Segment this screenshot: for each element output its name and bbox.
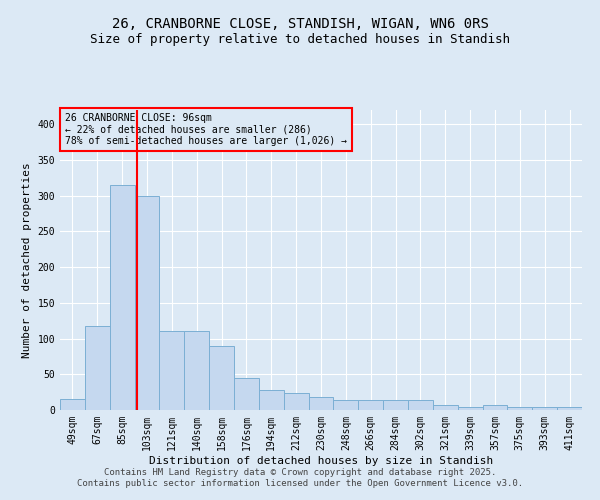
Bar (259, 390, 284, 410)
Bar (284, 393, 308, 410)
Text: Contains HM Land Registry data © Crown copyright and database right 2025.
Contai: Contains HM Land Registry data © Crown c… (77, 468, 523, 487)
Bar (184, 332, 209, 410)
Bar (308, 397, 334, 410)
Bar (60, 400, 85, 410)
Bar (85, 326, 110, 410)
Bar (383, 400, 408, 410)
Text: Size of property relative to detached houses in Standish: Size of property relative to detached ho… (90, 32, 510, 46)
Bar (358, 400, 383, 410)
Bar (557, 407, 582, 410)
Y-axis label: Number of detached properties: Number of detached properties (22, 162, 32, 358)
Bar (334, 400, 358, 410)
Bar (160, 332, 184, 410)
Bar (532, 407, 557, 410)
Bar (433, 405, 458, 410)
X-axis label: Distribution of detached houses by size in Standish: Distribution of detached houses by size … (149, 456, 493, 466)
Bar (408, 400, 433, 410)
Bar (134, 196, 160, 410)
Bar (209, 346, 234, 410)
Bar (234, 378, 259, 410)
Text: 26, CRANBORNE CLOSE, STANDISH, WIGAN, WN6 0RS: 26, CRANBORNE CLOSE, STANDISH, WIGAN, WN… (112, 18, 488, 32)
Bar (458, 407, 482, 410)
Bar (110, 185, 134, 410)
Bar (482, 405, 508, 410)
Bar (508, 407, 532, 410)
Text: 26 CRANBORNE CLOSE: 96sqm
← 22% of detached houses are smaller (286)
78% of semi: 26 CRANBORNE CLOSE: 96sqm ← 22% of detac… (65, 113, 347, 146)
